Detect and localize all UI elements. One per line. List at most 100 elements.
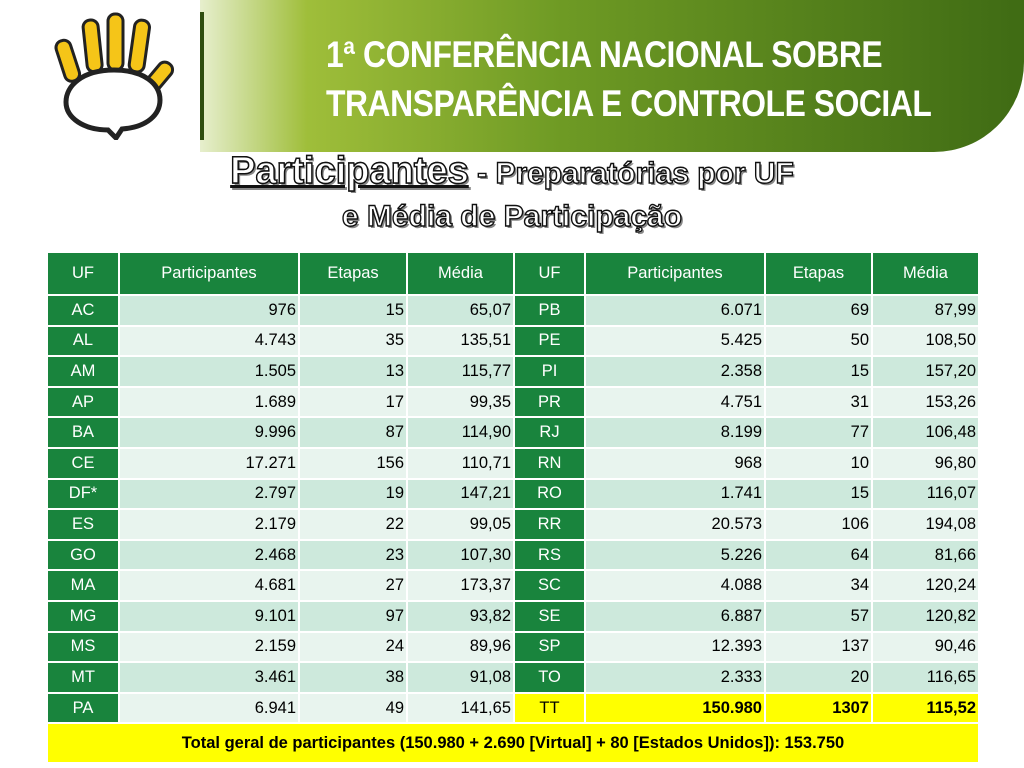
table-row: AP 1.689 17 99,35 PR 4.751 31 153,26: [46, 385, 980, 419]
table-row: CE 17.271 156 110,71 RN 968 10 96,80: [46, 446, 980, 480]
value-cell: 2.797: [118, 477, 300, 511]
value-cell: 50: [764, 324, 873, 358]
value-cell: 4.751: [584, 385, 766, 419]
value-cell: 15: [764, 355, 873, 388]
value-cell: 120,82: [871, 599, 980, 633]
value-cell: 153,26: [871, 385, 980, 419]
value-cell: 10: [764, 446, 873, 480]
value-cell: 87,99: [871, 294, 980, 327]
value-cell: 97: [298, 599, 408, 633]
value-cell: 23: [298, 538, 408, 572]
value-cell: 35: [298, 324, 408, 358]
value-cell: 20.573: [584, 508, 766, 541]
table-row: BA 9.996 87 114,90 RJ 8.199 77 106,48: [46, 416, 980, 449]
uf-code-cell: AL: [46, 324, 120, 358]
uf-code-cell: PR: [513, 385, 586, 419]
uf-code-cell: SE: [513, 599, 586, 633]
table-row: AC 976 15 65,07 PB 6.071 69 87,99: [46, 294, 980, 327]
value-cell: 115,52: [871, 691, 980, 725]
value-cell: 8.199: [584, 416, 766, 449]
value-cell: 99,05: [406, 508, 515, 541]
slide-heading: Participantes - Preparatórias por UF: [0, 149, 1024, 193]
conference-title-line2: TRANSPARÊNCIA E CONTROLE SOCIAL: [326, 83, 932, 124]
value-cell: 1.741: [584, 477, 766, 511]
uf-code-cell: MA: [46, 569, 120, 602]
value-cell: 13: [298, 355, 408, 388]
uf-code-cell: AC: [46, 294, 120, 327]
uf-code-cell: SC: [513, 569, 586, 602]
uf-code-cell: AM: [46, 355, 120, 388]
value-cell: 150.980: [584, 691, 766, 725]
column-header: Participantes: [584, 251, 766, 296]
value-cell: 64: [764, 538, 873, 572]
uf-code-cell: SP: [513, 630, 586, 664]
table-row: GO 2.468 23 107,30 RS 5.226 64 81,66: [46, 538, 980, 572]
column-header: UF: [513, 251, 586, 296]
value-cell: 120,24: [871, 569, 980, 602]
slide-heading-main: Participantes: [229, 149, 469, 192]
uf-code-cell: MT: [46, 661, 120, 694]
value-cell: 116,65: [871, 661, 980, 694]
value-cell: 110,71: [406, 446, 515, 480]
grand-total-row: Total geral de participantes (150.980 + …: [46, 722, 980, 765]
value-cell: 65,07: [406, 294, 515, 327]
table-row: ES 2.179 22 99,05 RR 20.573 106 194,08: [46, 508, 980, 541]
column-header: Etapas: [298, 251, 408, 296]
uf-code-cell: GO: [46, 538, 120, 572]
column-header: Etapas: [764, 251, 873, 296]
value-cell: 194,08: [871, 508, 980, 541]
value-cell: 2.179: [118, 508, 300, 541]
uf-code-cell: DF*: [46, 477, 120, 511]
uf-code-cell: PB: [513, 294, 586, 327]
value-cell: 77: [764, 416, 873, 449]
value-cell: 31: [764, 385, 873, 419]
value-cell: 27: [298, 569, 408, 602]
uf-code-cell: PA: [46, 691, 120, 725]
value-cell: 1307: [764, 691, 873, 725]
value-cell: 20: [764, 661, 873, 694]
value-cell: 1.505: [118, 355, 300, 388]
table-row: MS 2.159 24 89,96 SP 12.393 137 90,46: [46, 630, 980, 664]
uf-code-cell: ES: [46, 508, 120, 541]
conference-title-line1: 1ª CONFERÊNCIA NACIONAL SOBRE: [326, 34, 883, 75]
value-cell: 34: [764, 569, 873, 602]
table-row: MA 4.681 27 173,37 SC 4.088 34 120,24: [46, 569, 980, 602]
value-cell: 15: [298, 294, 408, 327]
table-row: AL 4.743 35 135,51 PE 5.425 50 108,50: [46, 324, 980, 358]
banner-divider: [200, 12, 204, 140]
uf-code-cell: PE: [513, 324, 586, 358]
value-cell: 114,90: [406, 416, 515, 449]
value-cell: 106: [764, 508, 873, 541]
value-cell: 157,20: [871, 355, 980, 388]
value-cell: 17.271: [118, 446, 300, 480]
value-cell: 107,30: [406, 538, 515, 572]
value-cell: 15: [764, 477, 873, 511]
participants-table: UF Participantes Etapas Média UF Participante…: [46, 251, 980, 765]
value-cell: 2.358: [584, 355, 766, 388]
column-header: Média: [871, 251, 980, 296]
uf-code-cell: CE: [46, 446, 120, 480]
value-cell: 173,37: [406, 569, 515, 602]
uf-code-cell: RO: [513, 477, 586, 511]
value-cell: 87: [298, 416, 408, 449]
uf-code-cell: MS: [46, 630, 120, 664]
table-row: AM 1.505 13 115,77 PI 2.358 15 157,20: [46, 355, 980, 388]
value-cell: 24: [298, 630, 408, 664]
value-cell: 6.941: [118, 691, 300, 725]
value-cell: 2.159: [118, 630, 300, 664]
value-cell: 116,07: [871, 477, 980, 511]
table-header-row: UF Participantes Etapas Média UF Participante…: [46, 251, 980, 296]
value-cell: 6.887: [584, 599, 766, 633]
uf-code-cell: RR: [513, 508, 586, 541]
table-row: PA 6.941 49 141,65 TT 150.980 1307 115,52: [46, 691, 980, 725]
value-cell: 9.996: [118, 416, 300, 449]
value-cell: 106,48: [871, 416, 980, 449]
uf-code-cell: AP: [46, 385, 120, 419]
value-cell: 91,08: [406, 661, 515, 694]
uf-code-cell: TO: [513, 661, 586, 694]
value-cell: 968: [584, 446, 766, 480]
value-cell: 141,65: [406, 691, 515, 725]
conference-banner: 1ª CONFERÊNCIA NACIONAL SOBRE TRANSPARÊN…: [0, 0, 1024, 152]
value-cell: 108,50: [871, 324, 980, 358]
uf-code-cell: TT: [513, 691, 586, 725]
